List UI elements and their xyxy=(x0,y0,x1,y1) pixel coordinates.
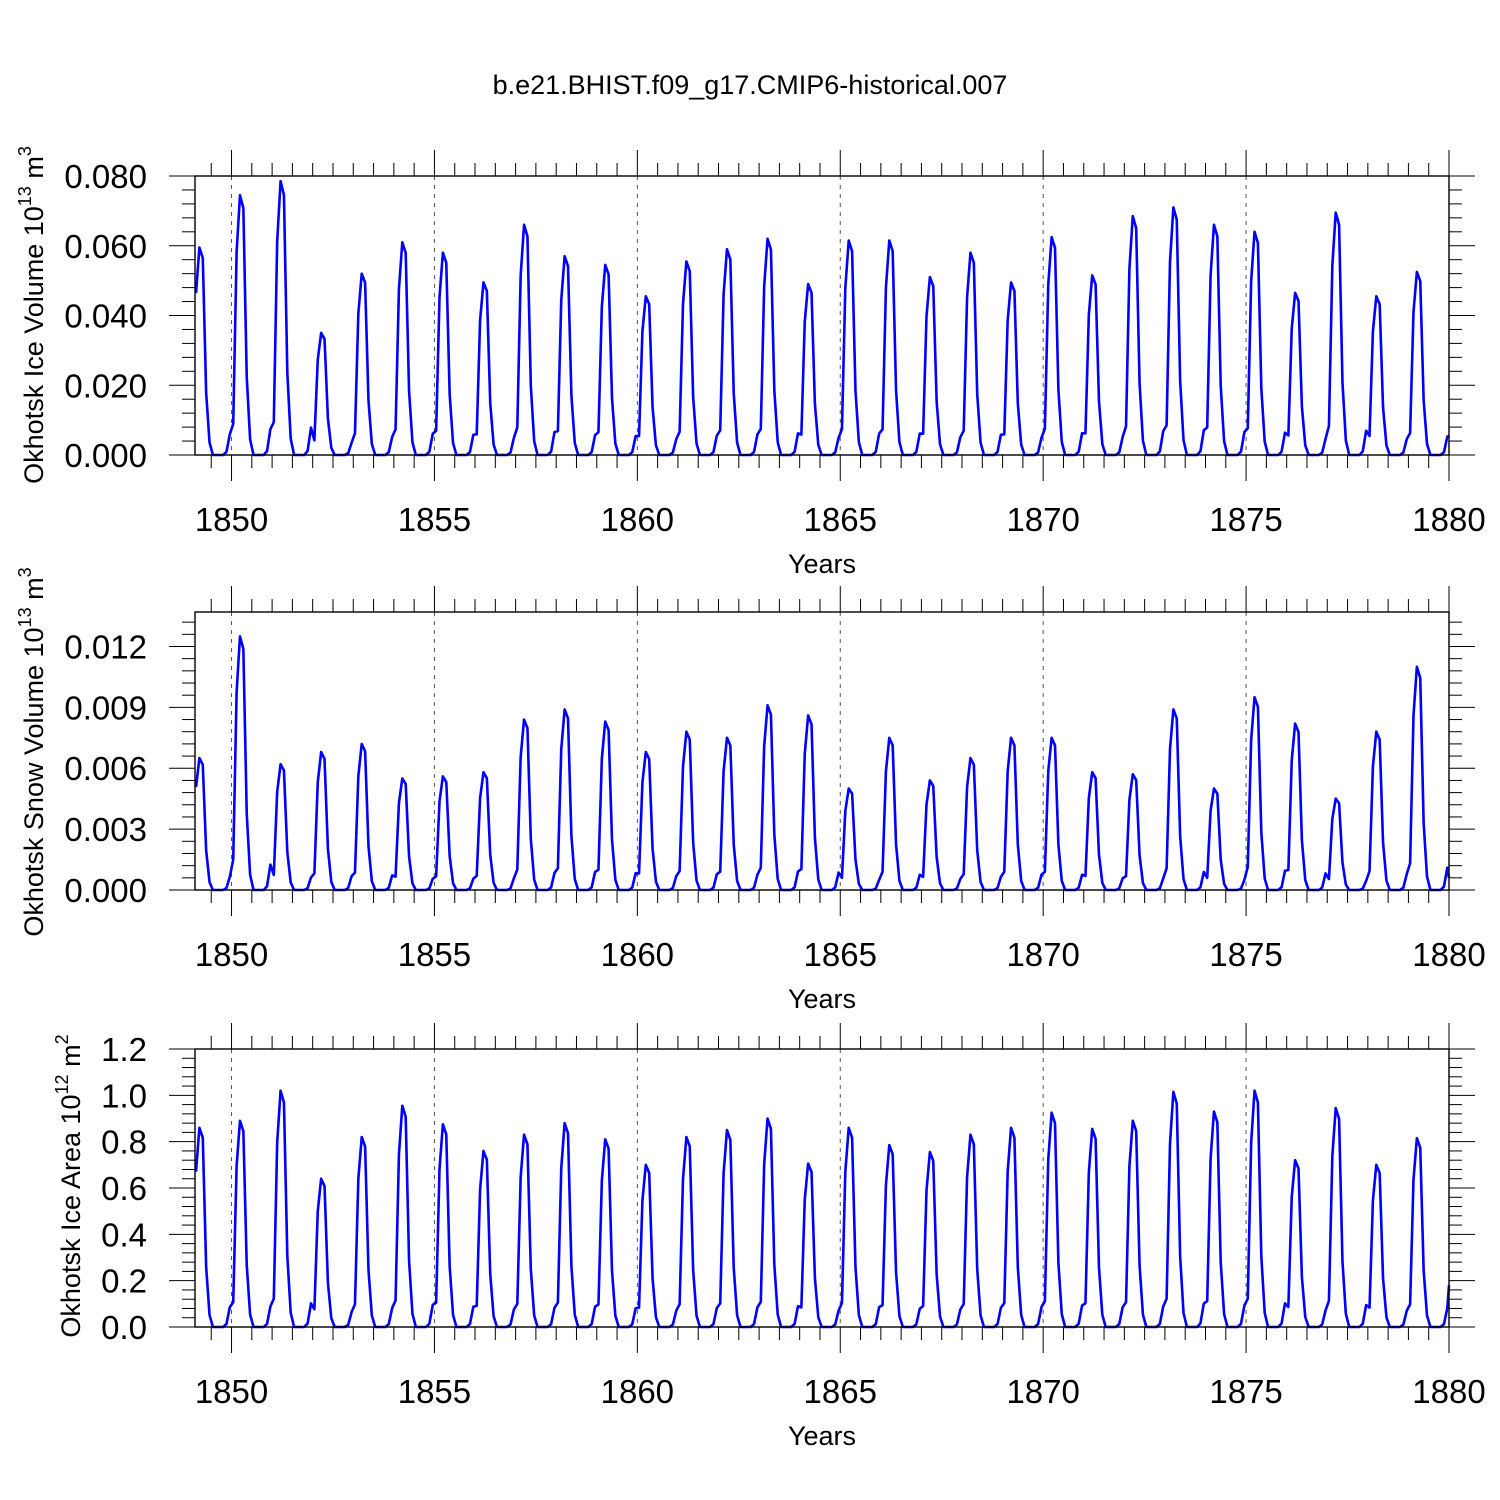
y-tick-label: 0.000 xyxy=(64,437,147,474)
x-tick-label: 1860 xyxy=(601,501,674,538)
x-tick-label: 1850 xyxy=(195,936,268,973)
x-tick-label: 1875 xyxy=(1209,936,1282,973)
x-tick-label: 1865 xyxy=(804,936,877,973)
y-tick-label: 1.2 xyxy=(101,1031,147,1068)
series-line xyxy=(194,1089,1451,1329)
panel-3: 0.0 0.2 0.4 0.6 0.8 1.0 1.2 1850 1855 1860 1865 187… xyxy=(52,1023,1486,1451)
y-axis-label: Okhotsk Ice Volume 1013 m3 xyxy=(15,146,49,484)
x-tick-label: 1870 xyxy=(1006,1373,1079,1410)
y-tick-label: 0.060 xyxy=(64,228,147,265)
y-tick-label: 0.009 xyxy=(64,689,147,726)
x-tick-label: 1855 xyxy=(398,1373,471,1410)
y-tick-label: 0.2 xyxy=(101,1263,147,1300)
x-axis-label: Years xyxy=(788,1421,856,1451)
y-axis-label: Okhotsk Snow Volume 1013 m3 xyxy=(15,567,49,936)
x-tick-label: 1865 xyxy=(804,501,877,538)
y-tick-label: 0.020 xyxy=(64,367,147,404)
y-tick-label: 1.0 xyxy=(101,1077,147,1114)
x-tick-label: 1880 xyxy=(1412,501,1485,538)
x-tick-label: 1875 xyxy=(1209,501,1282,538)
y-tick-label: 0.006 xyxy=(64,750,147,787)
y-tick-label: 0.080 xyxy=(64,158,147,195)
x-axis-label: Years xyxy=(788,549,856,579)
plot-frame xyxy=(194,611,1450,891)
y-axis-label: Okhotsk Ice Area 1012 m2 xyxy=(52,1034,86,1337)
y-tick-label: 0.003 xyxy=(64,811,147,848)
x-axis-label: Years xyxy=(788,984,856,1014)
y-tick-label: 0.8 xyxy=(101,1124,147,1161)
x-tick-label: 1880 xyxy=(1412,936,1485,973)
x-tick-label: 1860 xyxy=(601,936,674,973)
x-tick-label: 1865 xyxy=(804,1373,877,1410)
x-tick-label: 1850 xyxy=(195,501,268,538)
x-tick-label: 1850 xyxy=(195,1373,268,1410)
y-tick-label: 0.0 xyxy=(101,1309,147,1346)
y-tick-label: 0.012 xyxy=(64,628,147,665)
y-tick-label: 0.000 xyxy=(64,872,147,909)
x-tick-label: 1870 xyxy=(1006,501,1079,538)
panel-1: 0.000 0.020 0.040 0.060 0.080 1850 1855 1860 186… xyxy=(15,146,1486,579)
x-tick-label: 1855 xyxy=(398,501,471,538)
x-tick-label: 1870 xyxy=(1006,936,1079,973)
x-tick-label: 1880 xyxy=(1412,1373,1485,1410)
y-tick-label: 0.040 xyxy=(64,298,147,335)
y-tick-label: 0.6 xyxy=(101,1170,147,1207)
panel-2: 0.000 0.003 0.006 0.009 0.012 1850 1855 1860 186… xyxy=(15,567,1486,1014)
x-tick-label: 1855 xyxy=(398,936,471,973)
series-line xyxy=(194,635,1451,892)
x-tick-label: 1875 xyxy=(1209,1373,1282,1410)
chart-title: b.e21.BHIST.f09_g17.CMIP6-historical.007 xyxy=(492,70,1008,100)
x-tick-label: 1860 xyxy=(601,1373,674,1410)
y-tick-label: 0.4 xyxy=(101,1216,147,1253)
series-line xyxy=(194,179,1450,457)
